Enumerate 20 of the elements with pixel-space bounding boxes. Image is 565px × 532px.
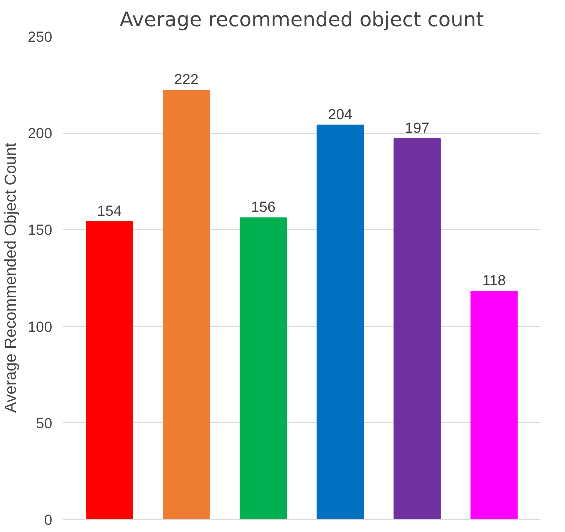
- data-label: 154: [97, 204, 122, 220]
- data-label: 204: [328, 107, 353, 124]
- bar: [394, 138, 441, 520]
- data-label: 222: [174, 72, 199, 89]
- y-tick-label: 100: [28, 320, 53, 336]
- data-label: 156: [251, 200, 276, 216]
- bar: [240, 218, 288, 520]
- y-tick-label: 150: [28, 223, 53, 240]
- data-label: 118: [482, 274, 506, 290]
- chart-title: Average recommended object count: [120, 8, 484, 32]
- bar: [86, 221, 134, 520]
- y-tick-label: 250: [28, 30, 53, 46]
- y-tick-label: 200: [28, 126, 53, 143]
- y-axis-title: Average Recommended Object Count: [3, 142, 20, 414]
- bar: [470, 291, 518, 520]
- bar: [163, 90, 210, 520]
- bar: [316, 124, 364, 520]
- y-tick-label: 50: [36, 416, 53, 432]
- data-label: 197: [405, 120, 430, 137]
- y-tick-label: 0: [44, 513, 53, 529]
